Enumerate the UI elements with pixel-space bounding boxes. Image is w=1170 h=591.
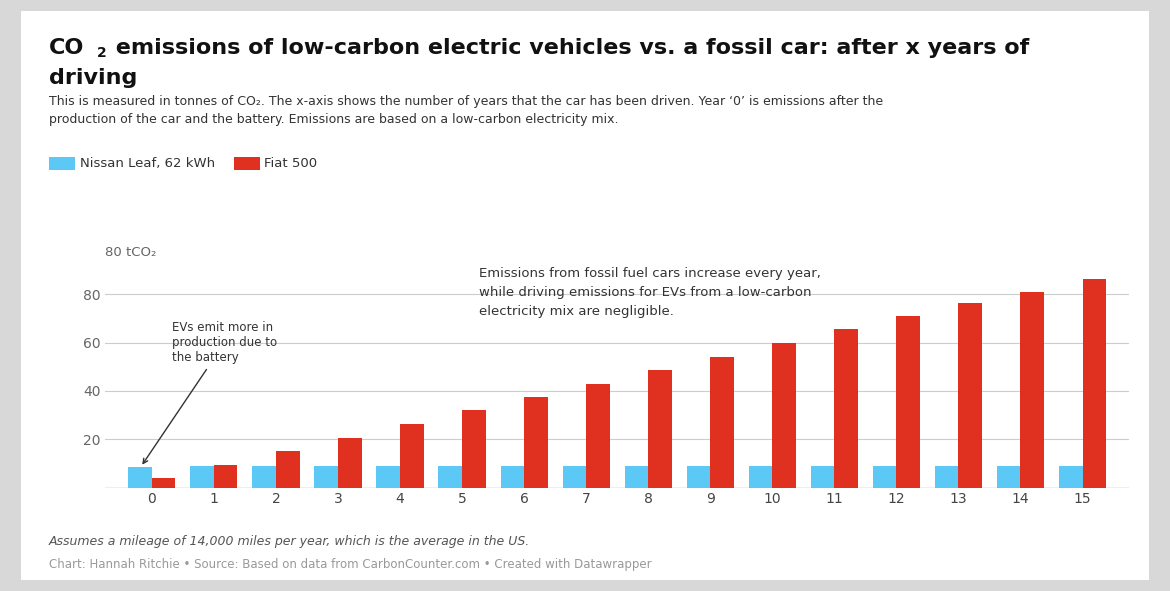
Bar xyxy=(811,466,834,488)
Text: Nissan Leaf, 62 kWh: Nissan Leaf, 62 kWh xyxy=(80,157,214,170)
Text: driving: driving xyxy=(49,68,138,88)
Bar xyxy=(625,466,648,488)
Bar xyxy=(997,466,1020,488)
Bar xyxy=(400,424,424,488)
Bar xyxy=(524,397,548,488)
Bar xyxy=(152,478,175,488)
Text: Assumes a mileage of 14,000 miles per year, which is the average in the US.: Assumes a mileage of 14,000 miles per ye… xyxy=(49,535,530,548)
Bar xyxy=(315,466,338,488)
Text: Emissions from fossil fuel cars increase every year,
while driving emissions for: Emissions from fossil fuel cars increase… xyxy=(479,268,821,319)
Bar xyxy=(1020,292,1044,488)
Bar xyxy=(1059,466,1082,488)
Bar xyxy=(710,357,734,488)
Bar xyxy=(586,384,610,488)
Bar xyxy=(935,466,958,488)
Bar xyxy=(896,316,920,488)
Text: This is measured in tonnes of CO₂. The x-axis shows the number of years that the: This is measured in tonnes of CO₂. The x… xyxy=(49,95,883,126)
Text: Fiat 500: Fiat 500 xyxy=(264,157,317,170)
Bar xyxy=(501,466,524,488)
Text: 80 tCO₂: 80 tCO₂ xyxy=(105,246,157,259)
Bar xyxy=(214,465,238,488)
Bar xyxy=(873,466,896,488)
Bar xyxy=(462,410,486,488)
Bar xyxy=(958,303,982,488)
Text: CO: CO xyxy=(49,38,84,59)
Bar xyxy=(276,452,300,488)
Bar xyxy=(439,466,462,488)
Bar xyxy=(834,329,858,488)
Bar xyxy=(1082,279,1106,488)
Bar xyxy=(687,466,710,488)
Bar xyxy=(129,467,152,488)
Bar xyxy=(253,466,276,488)
Bar xyxy=(772,343,796,488)
Bar xyxy=(191,466,214,488)
Text: emissions of low-carbon electric vehicles vs. a fossil car: after x years of: emissions of low-carbon electric vehicle… xyxy=(108,38,1028,59)
Bar xyxy=(338,438,362,488)
Bar xyxy=(749,466,772,488)
Bar xyxy=(648,371,672,488)
Text: Chart: Hannah Ritchie • Source: Based on data from CarbonCounter.com • Created w: Chart: Hannah Ritchie • Source: Based on… xyxy=(49,558,652,571)
Bar xyxy=(563,466,586,488)
Text: 2: 2 xyxy=(97,46,106,60)
Bar xyxy=(377,466,400,488)
Text: EVs emit more in
production due to
the battery: EVs emit more in production due to the b… xyxy=(143,322,277,463)
